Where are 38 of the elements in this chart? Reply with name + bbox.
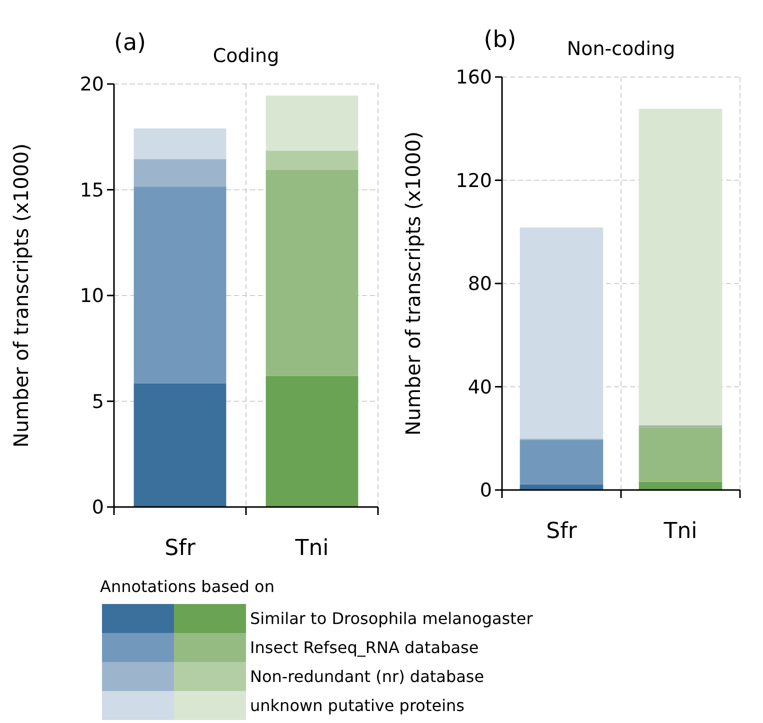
x-tick-label: Sfr xyxy=(546,519,578,544)
chart-title: Non-coding xyxy=(566,38,676,60)
y-tick-label: 20 xyxy=(80,74,104,96)
y-tick-label: 10 xyxy=(80,285,104,308)
bar xyxy=(520,227,604,439)
bar xyxy=(266,170,358,376)
bar xyxy=(266,96,358,151)
y-axis-title: Number of transcripts (x1000) xyxy=(9,143,33,448)
x-tick-label: Tni xyxy=(662,519,698,544)
y-tick-label: 40 xyxy=(468,376,492,398)
bar xyxy=(266,150,358,170)
y-tick-label: 5 xyxy=(92,390,104,413)
bar xyxy=(134,383,226,507)
legend-label: Non-redundant (nr) database xyxy=(250,667,484,686)
bar xyxy=(134,159,226,187)
y-tick-label: 120 xyxy=(456,170,492,192)
legend-label: Insect Refseq_RNA database xyxy=(250,638,479,658)
legend-label: unknown putative proteins xyxy=(250,696,464,716)
y-tick-label: 160 xyxy=(456,66,492,89)
bar xyxy=(266,376,358,507)
y-axis-title: Number of transcripts (x1000) xyxy=(401,131,425,436)
bar xyxy=(638,108,722,426)
y-tick-label: 0 xyxy=(480,480,492,502)
bar xyxy=(638,482,722,490)
x-tick-label: Sfr xyxy=(164,536,196,561)
bar xyxy=(520,440,604,484)
bar xyxy=(638,427,722,482)
bar xyxy=(134,186,226,384)
legend-title: Annotations based on xyxy=(100,577,274,596)
text: (a) xyxy=(114,30,146,56)
chart-title: Coding xyxy=(212,45,280,67)
bar xyxy=(134,128,226,160)
x-tick-label: Tni xyxy=(294,536,329,561)
y-tick-label: 0 xyxy=(92,496,104,519)
y-tick-label: 15 xyxy=(80,179,104,202)
legend-label: Similar to Drosophila melanogaster xyxy=(250,609,534,628)
text: (b) xyxy=(484,27,516,53)
y-tick-label: 80 xyxy=(468,273,492,296)
